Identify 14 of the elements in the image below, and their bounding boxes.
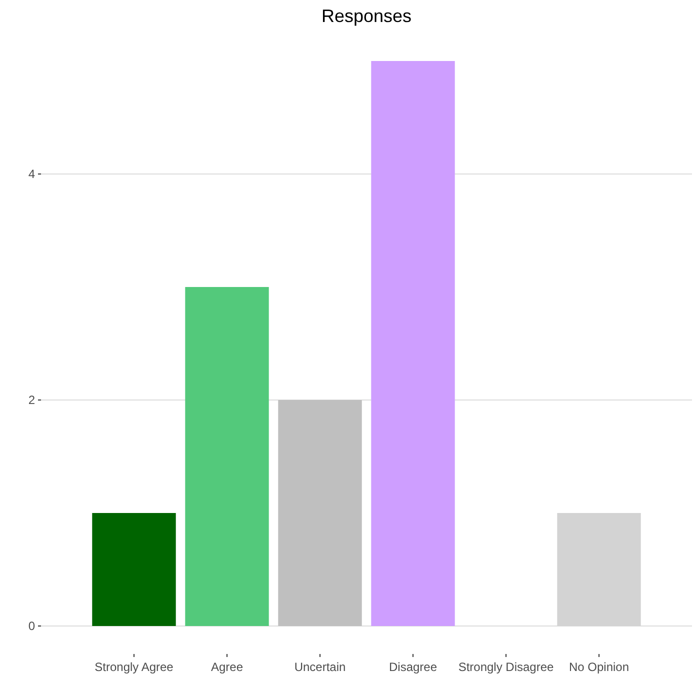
y-tick-label: 4 [28,167,36,182]
bar [371,61,455,626]
y-tick-label: 0 [28,619,36,634]
x-tick-label: Strongly Disagree [458,660,554,674]
bar [278,400,362,626]
x-tick-label: Agree [210,660,244,674]
bar [185,287,269,626]
bar [92,513,176,626]
y-tick-label: 2 [28,393,36,408]
x-tick-label: No Opinion [568,660,630,674]
x-tick-label: Disagree [388,660,438,674]
chart-title: Responses [321,6,412,26]
x-tick-label: Uncertain [294,660,346,674]
x-tick-label: Strongly Agree [94,660,174,674]
